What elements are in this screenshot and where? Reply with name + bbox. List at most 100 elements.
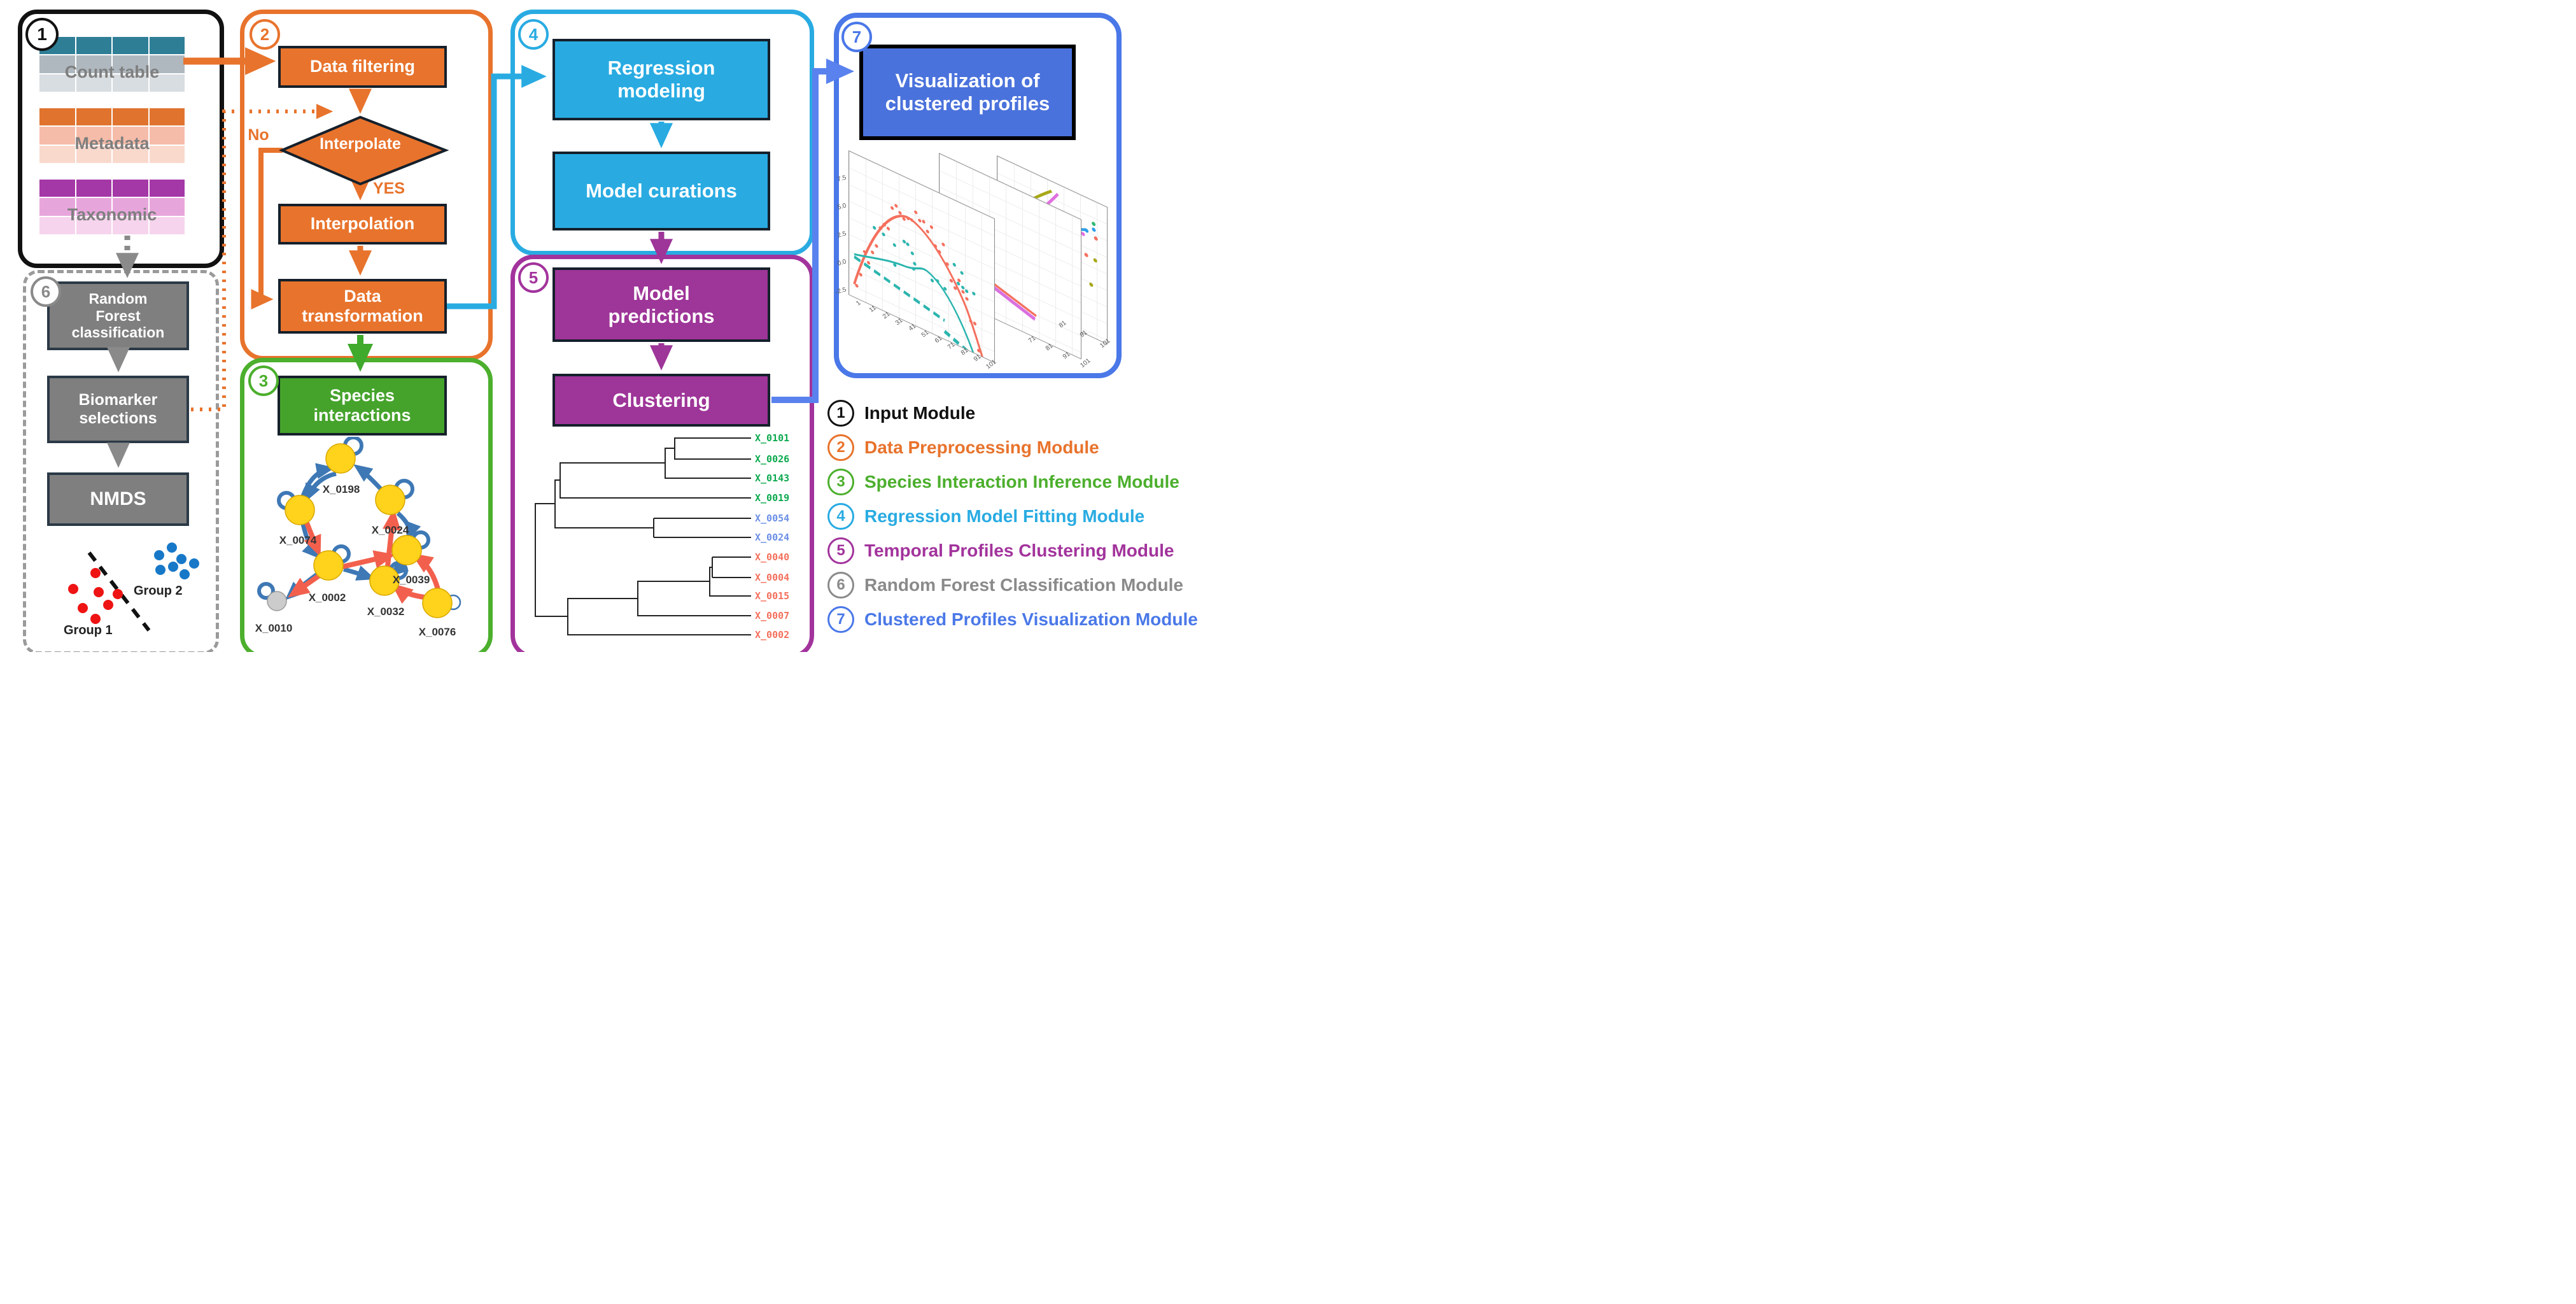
interpolation-label: Interpolation	[310, 214, 415, 234]
model-predictions-label: Model predictions	[608, 281, 715, 327]
legend-number-badge: 1	[827, 400, 854, 427]
dendrogram-leaf-label: X_0040	[755, 551, 789, 563]
dendrogram-leaf-label: X_0015	[755, 590, 789, 602]
table-cell	[76, 198, 111, 216]
table-cell	[113, 145, 148, 163]
species-interactions-box: Species interactions	[278, 376, 447, 436]
legend-number-badge: 3	[827, 469, 854, 495]
legend-label: Regression Model Fitting Module	[864, 506, 1145, 526]
legend-label: Clustered Profiles Visualization Module	[864, 609, 1198, 629]
data-filtering-label: Data filtering	[309, 57, 416, 76]
group2-label: Group 2	[134, 584, 183, 598]
table-cell	[39, 55, 75, 73]
table-cell	[113, 127, 148, 145]
random-forest-box: Random Forest classification	[47, 281, 189, 350]
table-cell	[113, 198, 148, 216]
dendrogram-leaf-label: X_0026	[755, 453, 789, 465]
clustering-label: Clustering	[612, 388, 710, 411]
legend-item-preprocessing: 2 Data Preprocessing Module	[827, 434, 1099, 461]
network-node	[313, 550, 344, 581]
table-cell	[113, 216, 148, 234]
table-header-cell	[149, 37, 185, 55]
module2-number: 2	[260, 24, 270, 44]
module1-number-badge: 1	[25, 18, 59, 51]
legend-label: Random Forest Classification Module	[864, 575, 1183, 595]
biomarker-selections-box: Biomarker selections	[47, 376, 189, 443]
group2-points	[154, 542, 199, 579]
network-node	[369, 565, 400, 596]
network-node-label: X_0024	[372, 524, 409, 536]
dendrogram-leaf-label: X_0002	[755, 629, 789, 641]
module3-number: 3	[258, 371, 269, 390]
dendrogram-leaf-label: X_0054	[755, 513, 789, 524]
species-interaction-network: X_0198 X_0074 X_0024 X_0039 X_0002 X_003…	[255, 437, 461, 638]
dendrogram-leaf-label: X_0101	[755, 432, 789, 444]
data-transformation-box: Data transformation	[278, 279, 447, 334]
dendrogram-leaf-label: X_0019	[755, 492, 789, 504]
network-node	[422, 588, 453, 618]
dendrogram-leaf-label: X_0007	[755, 610, 789, 621]
table-cell	[76, 74, 111, 92]
legend-item-visualization: 7 Clustered Profiles Visualization Modul…	[827, 606, 1198, 633]
legend-number-badge: 7	[827, 606, 854, 633]
nmds-label: NMDS	[90, 488, 146, 509]
table-cell	[149, 216, 185, 234]
dendrogram-leaf-label: X_0024	[755, 532, 789, 543]
legend-item-regression: 4 Regression Model Fitting Module	[827, 503, 1144, 530]
module7-number-badge: 7	[841, 22, 872, 52]
legend-label: Data Preprocessing Module	[864, 437, 1099, 457]
group1-points	[68, 568, 123, 624]
module6-number-badge: 6	[31, 276, 61, 307]
nmds-box: NMDS	[47, 472, 189, 526]
module5-number-badge: 5	[518, 262, 549, 293]
network-node	[375, 485, 405, 515]
legend-label: Species Interaction Inference Module	[864, 472, 1179, 492]
table-cell	[149, 127, 185, 145]
taxonomic-table-label: Taxonomic	[67, 204, 157, 224]
interpolate-label: Interpolate	[320, 135, 401, 153]
dendrogram-leaf-label: X_0143	[755, 472, 789, 484]
module4-number-badge: 4	[518, 19, 549, 50]
legend-item-clustering: 5 Temporal Profiles Clustering Module	[827, 537, 1174, 564]
regression-modeling-label: Regression modeling	[607, 57, 715, 102]
clustering-dendrogram: X_0101 X_0026 X_0143 X_0019 X_0054 X_002…	[535, 432, 789, 641]
group1-label: Group 1	[64, 623, 113, 637]
taxonomic-table-header	[39, 180, 185, 197]
visualization-box: Visualization of clustered profiles	[859, 45, 1076, 140]
clustered-profiles-plots: 7.5 5.0 2.5 0.0 -2.5 1 11 21 31 41 51 61…	[834, 150, 1111, 372]
table-cell	[113, 55, 148, 73]
network-node	[285, 495, 315, 525]
table-cell	[76, 145, 111, 163]
metadata-table	[39, 108, 185, 163]
table-cell	[149, 198, 185, 216]
table-header-cell	[113, 180, 148, 197]
network-node	[391, 535, 422, 565]
network-nodes	[267, 443, 453, 618]
module4-number: 4	[528, 24, 538, 44]
module6-number: 6	[41, 281, 51, 301]
legend-number-badge: 6	[827, 572, 854, 599]
module5-number: 5	[528, 267, 538, 287]
module3-number-badge: 3	[248, 365, 279, 396]
table-cell	[149, 74, 185, 92]
legend-label: Input Module	[864, 403, 976, 423]
dendrogram-lines	[535, 437, 751, 635]
legend-number-badge: 5	[827, 537, 854, 564]
count-table-header	[39, 37, 185, 55]
legend-label: Temporal Profiles Clustering Module	[864, 541, 1174, 560]
visualization-label: Visualization of clustered profiles	[885, 69, 1050, 115]
count-table-label: Count table	[64, 62, 160, 82]
table-cell	[76, 127, 111, 145]
table-cell	[39, 127, 75, 145]
yes-label: YES	[373, 180, 405, 197]
pipeline-diagram: 1 2 3 4 5 6 7	[0, 0, 1288, 652]
table-cell	[149, 145, 185, 163]
metadata-table-row	[39, 145, 185, 163]
network-node-label: X_0076	[419, 626, 456, 638]
nmds-scatter-plot: Group 1 Group 2	[64, 542, 199, 637]
biomarker-selections-label: Biomarker selections	[78, 391, 158, 427]
table-header-cell	[39, 108, 75, 126]
taxonomic-table-row	[39, 198, 185, 216]
regression-modeling-box: Regression modeling	[553, 39, 770, 120]
table-header-cell	[76, 37, 111, 55]
